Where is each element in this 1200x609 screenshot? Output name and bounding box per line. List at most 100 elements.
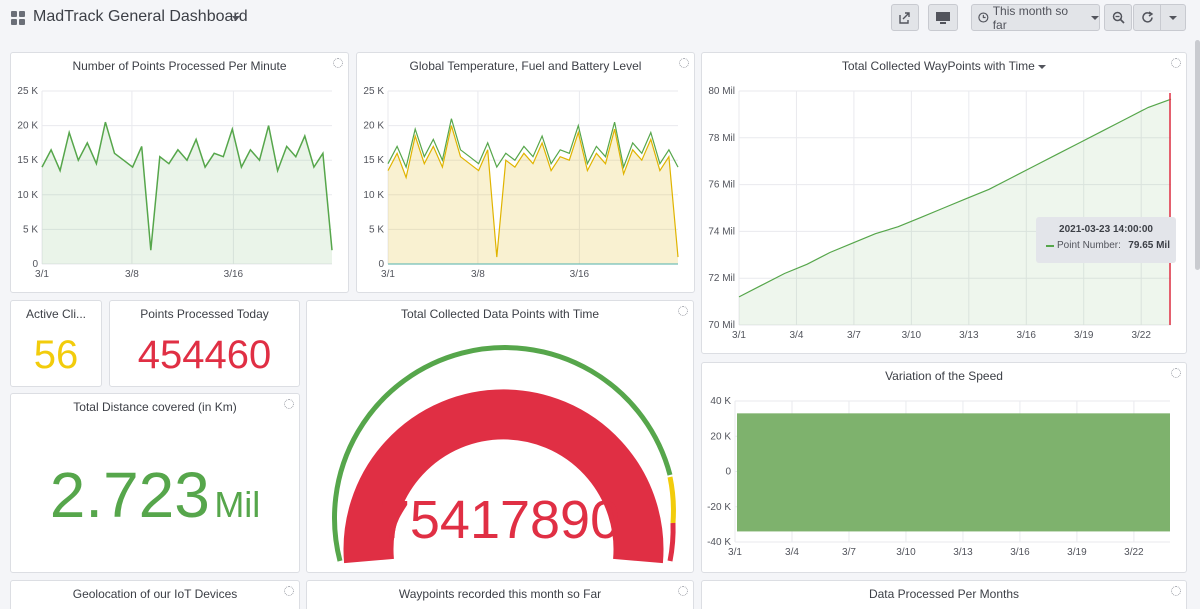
gauge-value: 75417890 bbox=[379, 490, 621, 550]
loading-spinner-icon bbox=[1171, 58, 1181, 68]
refresh-button[interactable] bbox=[1133, 4, 1161, 31]
y-tick-label: 74 Mil bbox=[708, 226, 735, 237]
y-tick-label: 10 K bbox=[17, 190, 38, 201]
panel-title[interactable]: Waypoints recorded this month so Far bbox=[398, 587, 602, 601]
series-area bbox=[739, 99, 1171, 325]
x-tick-label: 3/1 bbox=[728, 547, 742, 558]
distance-unit: Mil bbox=[214, 484, 261, 525]
loading-spinner-icon bbox=[333, 58, 343, 68]
dashboard-grid-icon[interactable] bbox=[11, 11, 25, 25]
dashboard-title[interactable]: MadTrack General Dashboard bbox=[33, 8, 248, 25]
y-tick-label: 15 K bbox=[17, 155, 38, 166]
x-tick-label: 3/13 bbox=[953, 547, 973, 558]
loading-spinner-icon bbox=[679, 58, 689, 68]
speed-chart[interactable]: -40 K -20 K 0 20 K 40 K 3/1 3/4 3/7 3/10 3/13 3/16… bbox=[702, 363, 1187, 573]
panel-total-distance: Total Distance covered (in Km) 2.723 Mil bbox=[10, 393, 300, 573]
y-tick-label: -20 K bbox=[707, 502, 731, 513]
y-tick-label: 40 K bbox=[710, 396, 731, 407]
refresh-icon bbox=[1141, 11, 1153, 23]
x-tick-label: 3/4 bbox=[790, 330, 804, 341]
x-tick-label: 3/1 bbox=[381, 269, 395, 280]
y-tick-label: 80 Mil bbox=[708, 86, 735, 97]
panel-data-points-gauge: Total Collected Data Points with Time 75… bbox=[306, 300, 694, 573]
x-tick-label: 3/8 bbox=[125, 269, 139, 280]
series-line bbox=[41, 121, 333, 251]
speed-band bbox=[737, 413, 1170, 532]
x-tick-label: 3/22 bbox=[1124, 547, 1144, 558]
points-today-value: 454460 bbox=[137, 333, 272, 377]
loading-spinner-icon bbox=[1171, 368, 1181, 378]
x-tick-label: 3/16 bbox=[570, 269, 590, 280]
x-tick-label: 3/19 bbox=[1067, 547, 1087, 558]
panel-data-per-month: Data Processed Per Months bbox=[701, 580, 1187, 609]
share-button[interactable] bbox=[891, 4, 919, 31]
panel-geolocation: Geolocation of our IoT Devices bbox=[10, 580, 300, 609]
series-area bbox=[42, 122, 332, 264]
x-tick-label: 3/8 bbox=[471, 269, 485, 280]
y-tick-label: 20 K bbox=[710, 431, 731, 442]
y-tick-label: 20 K bbox=[363, 121, 384, 132]
panel-active-clients: Active Cli... 56 bbox=[10, 300, 102, 387]
gauge-threshold-yellow bbox=[667, 476, 676, 524]
panel-points-today: Points Processed Today 454460 bbox=[109, 300, 300, 387]
y-tick-label: -40 K bbox=[707, 537, 731, 548]
y-tick-label: 76 Mil bbox=[708, 180, 735, 191]
time-range-label: This month so far bbox=[992, 3, 1069, 32]
y-tick-label: 10 K bbox=[363, 190, 384, 201]
y-tick-label: 70 Mil bbox=[708, 320, 735, 331]
loading-spinner-icon bbox=[678, 306, 688, 316]
panel-speed-variation: Variation of the Speed -40 K -20 K 0 20 K 40… bbox=[701, 362, 1187, 573]
x-tick-label: 3/16 bbox=[1010, 547, 1030, 558]
zoom-out-button[interactable] bbox=[1104, 4, 1132, 31]
x-tick-label: 3/16 bbox=[1017, 330, 1037, 341]
series-area bbox=[388, 125, 678, 264]
y-tick-label: 20 K bbox=[17, 121, 38, 132]
distance-value: 2.723 Mil bbox=[11, 458, 299, 532]
y-tick-label: 25 K bbox=[17, 86, 38, 97]
panel-global-temperature: Global Temperature, Fuel and Battery Lev… bbox=[356, 52, 695, 293]
panel-title[interactable]: Total Collected WayPoints with Time bbox=[702, 59, 1186, 73]
tooltip-series-name: Point Number: bbox=[1057, 240, 1121, 251]
points-per-minute-chart[interactable]: 0 5 K 10 K 15 K 20 K 25 K 3/1 3/8 3/16 bbox=[11, 53, 349, 293]
chevron-down-icon bbox=[1169, 15, 1177, 20]
y-tick-label: 0 bbox=[378, 259, 384, 270]
chevron-down-icon[interactable] bbox=[232, 16, 240, 21]
x-tick-label: 3/7 bbox=[847, 330, 861, 341]
loading-spinner-icon bbox=[284, 586, 294, 596]
tooltip-value: 79.65 Mil bbox=[1128, 240, 1170, 251]
loading-spinner-icon bbox=[678, 586, 688, 596]
y-tick-label: 0 bbox=[725, 467, 731, 478]
x-tick-label: 3/7 bbox=[842, 547, 856, 558]
share-icon bbox=[899, 11, 910, 24]
series-line bbox=[387, 118, 679, 170]
y-tick-label: 25 K bbox=[363, 86, 384, 97]
x-tick-label: 3/22 bbox=[1131, 330, 1151, 341]
global-temperature-chart[interactable]: 0 5 K 10 K 15 K 20 K 25 K 3/1 3/8 3/16 bbox=[357, 53, 695, 293]
y-tick-label: 78 Mil bbox=[708, 133, 735, 144]
tv-mode-button[interactable] bbox=[928, 4, 958, 31]
panel-title[interactable]: Active Cli... bbox=[25, 307, 86, 321]
time-picker-button[interactable]: This month so far bbox=[971, 3, 1100, 32]
x-tick-label: 3/13 bbox=[959, 330, 979, 341]
panel-title[interactable]: Points Processed Today bbox=[140, 307, 269, 321]
distance-number: 2.723 bbox=[49, 459, 210, 531]
page-scrollbar[interactable] bbox=[1195, 40, 1200, 270]
series-line bbox=[738, 98, 1172, 298]
clock-icon bbox=[978, 12, 989, 23]
active-clients-value: 56 bbox=[33, 333, 79, 377]
chart-tooltip: 2021-03-23 14:00:00 Point Number: 79.65 … bbox=[1036, 217, 1176, 263]
monitor-icon bbox=[936, 11, 950, 24]
panel-title[interactable]: Data Processed Per Months bbox=[868, 587, 1020, 601]
chevron-down-icon bbox=[1091, 15, 1099, 20]
panel-waypoints-month: Waypoints recorded this month so Far bbox=[306, 580, 694, 609]
series-line bbox=[387, 125, 679, 258]
y-tick-label: 15 K bbox=[363, 155, 384, 166]
loading-spinner-icon bbox=[1171, 586, 1181, 596]
panel-title[interactable]: Geolocation of our IoT Devices bbox=[72, 587, 238, 601]
y-tick-label: 72 Mil bbox=[708, 273, 735, 284]
x-tick-label: 3/1 bbox=[35, 269, 49, 280]
refresh-interval-dropdown[interactable] bbox=[1160, 4, 1186, 31]
panel-title[interactable]: Total Distance covered (in Km) bbox=[73, 400, 237, 414]
waypoints-chart[interactable]: 70 Mil 72 Mil 74 Mil 76 Mil 78 Mil 80 Mil 3/1 3… bbox=[702, 53, 1187, 354]
